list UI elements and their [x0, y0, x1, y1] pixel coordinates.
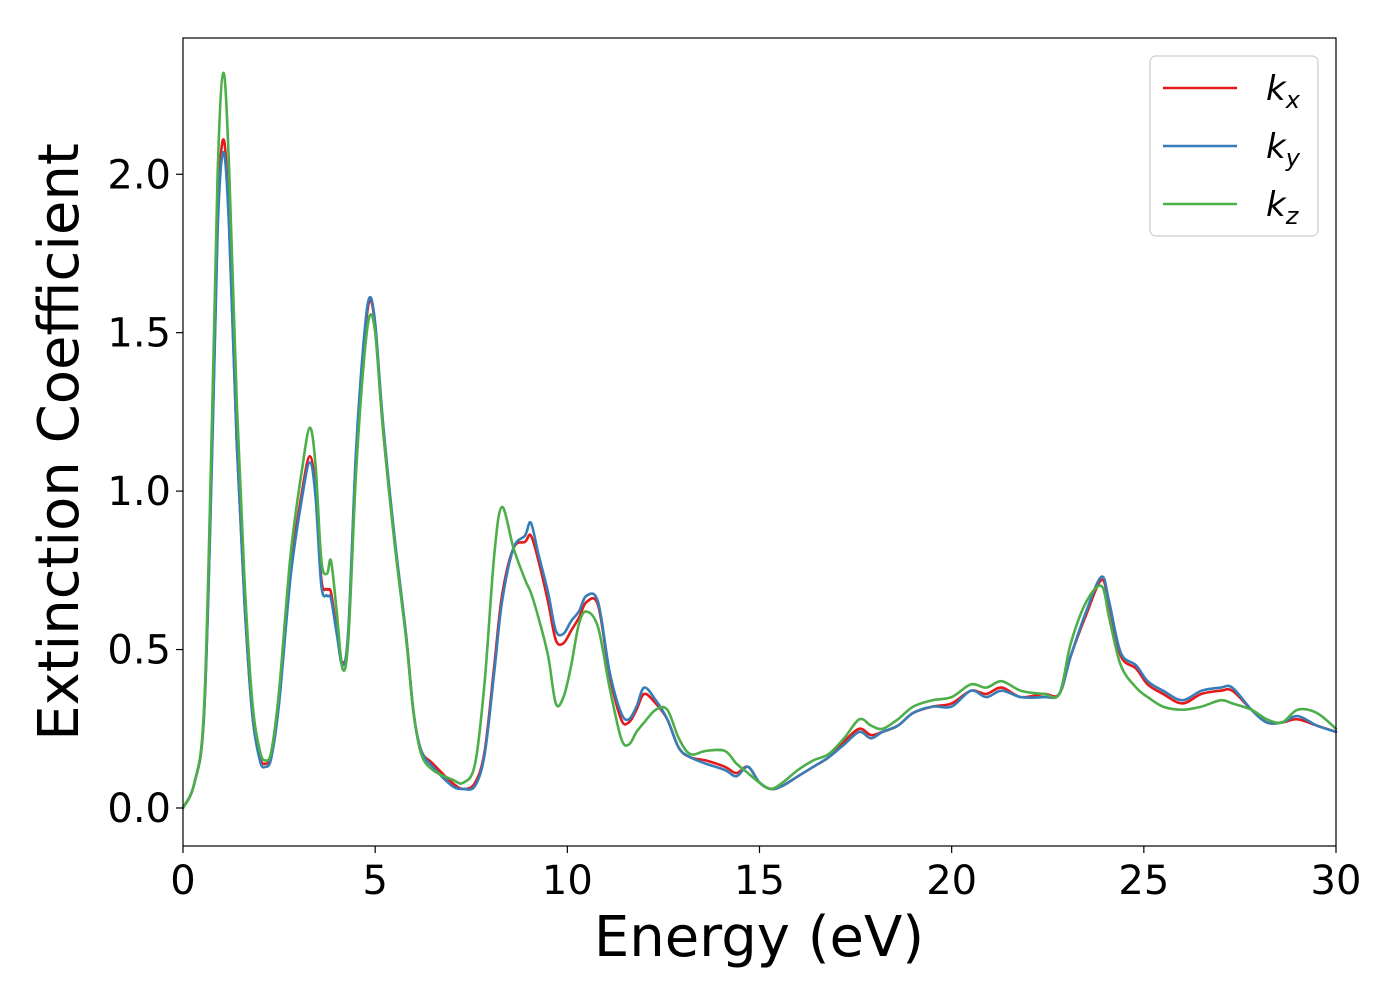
legend-label-ky: ky: [1266, 127, 1301, 172]
x-tick-label: 30: [1311, 858, 1362, 904]
y-tick-label: 1.5: [107, 311, 171, 357]
legend: kx ky kz: [1149, 55, 1319, 237]
series-line-kz: [181, 71, 1338, 810]
x-axis: 0 5 10 15 20 25 30: [170, 846, 1361, 904]
x-tick-label: 5: [362, 858, 387, 904]
legend-label-kx: kx: [1266, 69, 1301, 114]
y-axis: 0.0 0.5 1.0 1.5 2.0: [107, 152, 183, 832]
x-tick-label: 25: [1118, 858, 1169, 904]
y-tick-label: 1.0: [107, 469, 171, 515]
y-tick-label: 2.0: [107, 152, 171, 198]
y-axis-title: Extinction Coefficient: [27, 143, 92, 741]
x-tick-label: 10: [542, 858, 593, 904]
x-tick-label: 15: [734, 858, 785, 904]
x-tick-label: 0: [170, 858, 195, 904]
y-tick-label: 0.0: [107, 786, 171, 832]
y-tick-label: 0.5: [107, 628, 171, 674]
x-axis-title: Energy (eV): [594, 905, 924, 970]
x-tick-label: 20: [926, 858, 977, 904]
legend-label-kz: kz: [1266, 185, 1300, 230]
plot-layer: [181, 71, 1338, 810]
